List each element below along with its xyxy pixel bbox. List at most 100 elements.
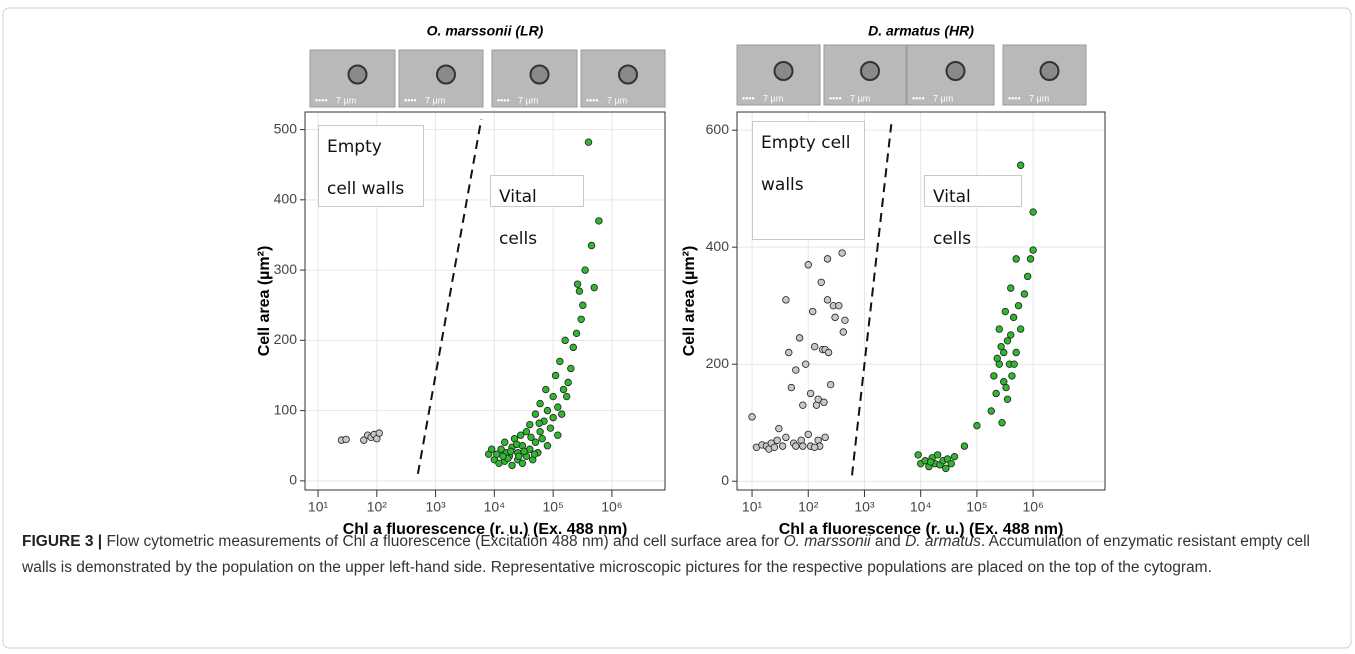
data-point: [1029, 246, 1037, 254]
gate-line: [416, 118, 483, 475]
data-point: [801, 360, 810, 368]
data-point: [536, 399, 544, 408]
data-point: [823, 296, 832, 304]
data-point: [770, 443, 779, 451]
data-point: [1014, 301, 1023, 310]
data-point: [501, 438, 509, 446]
x-tick-label: 10⁵: [542, 499, 563, 515]
chart-title: D. armatus (HR): [868, 23, 974, 39]
figure-frame: [2, 7, 1352, 649]
data-point: [515, 452, 523, 460]
data-point: [527, 433, 535, 442]
data-point: [1009, 313, 1018, 322]
y-tick-label: 400: [274, 191, 298, 207]
caption-text: O. marssonii: [783, 533, 871, 550]
annotation: Empty cell walls: [318, 125, 424, 207]
scale-label: 7 µm: [518, 95, 538, 105]
x-tick-label: 10¹: [742, 499, 763, 515]
plot-border: [304, 111, 666, 491]
data-point: [823, 255, 832, 263]
data-point: [993, 354, 1001, 363]
annotation: Empty cell walls: [752, 121, 865, 240]
scale-label: 7 µm: [763, 93, 783, 103]
cell-image: [436, 64, 456, 85]
cell-image: [945, 61, 966, 81]
data-point: [998, 419, 1006, 427]
data-point: [799, 442, 807, 450]
data-point: [546, 424, 555, 432]
data-point: [792, 442, 800, 450]
data-point: [1002, 383, 1010, 392]
x-tick-label: 10¹: [308, 499, 329, 515]
data-point: [531, 438, 540, 446]
data-point: [841, 316, 849, 325]
scale-label: 7 µm: [933, 93, 953, 103]
x-tick-label: 10³: [854, 499, 875, 515]
data-point: [575, 287, 584, 295]
data-point: [518, 459, 527, 468]
data-point: [748, 413, 756, 421]
data-point: [542, 385, 550, 394]
data-point: [821, 433, 829, 442]
annotation: Vital cells: [490, 175, 584, 249]
data-point: [987, 407, 995, 415]
y-tick-label: 300: [274, 261, 298, 277]
caption-text: . Accumulation of enzymatic resistant em…: [22, 533, 1310, 576]
data-point: [942, 464, 950, 473]
data-point: [1012, 255, 1020, 263]
data-point: [960, 442, 969, 450]
data-point: [577, 315, 585, 323]
x-tick-label: 10³: [425, 499, 446, 515]
data-point: [820, 398, 828, 406]
data-point: [579, 301, 587, 309]
plot-border: [736, 111, 1106, 491]
data-point: [1001, 307, 1009, 316]
data-point: [1016, 161, 1025, 169]
data-point: [804, 261, 812, 269]
cell-image: [860, 61, 880, 81]
scale-label: 7 µm: [1029, 93, 1049, 103]
data-point: [561, 336, 569, 345]
caption-text: Flow cytometric measurements of Chl: [102, 533, 371, 550]
y-axis-label: Cell area (µm²): [256, 246, 273, 357]
data-point: [810, 443, 819, 451]
data-point: [1008, 372, 1016, 380]
data-point: [531, 410, 540, 418]
data-point: [824, 348, 833, 357]
data-point: [1023, 272, 1032, 281]
data-point: [995, 325, 1003, 333]
data-point: [1029, 208, 1037, 216]
data-point: [573, 280, 582, 288]
data-point: [554, 431, 562, 439]
data-point: [1007, 331, 1015, 339]
data-point: [567, 364, 575, 373]
data-point: [792, 366, 800, 374]
data-point: [782, 433, 790, 442]
x-tick-label: 10⁶: [1022, 499, 1043, 515]
data-point: [950, 452, 959, 461]
data-point: [558, 410, 566, 418]
y-tick-label: 200: [706, 355, 730, 371]
data-point: [564, 378, 572, 387]
data-point: [360, 436, 368, 444]
data-point: [538, 435, 546, 443]
data-point: [1003, 337, 1012, 345]
data-point: [799, 401, 807, 409]
annotation: Vital cells: [924, 175, 1022, 249]
data-point: [549, 392, 557, 401]
y-tick-label: 600: [706, 121, 730, 137]
cell-image: [529, 64, 550, 85]
data-point: [826, 380, 835, 389]
data-point: [778, 442, 787, 450]
data-point: [817, 278, 825, 286]
y-axis-label: Cell area (µm²): [681, 246, 698, 357]
x-tick-label: 10⁶: [601, 499, 622, 515]
data-point: [549, 413, 557, 422]
data-point: [508, 461, 516, 470]
data-point: [590, 283, 598, 292]
data-point: [559, 385, 568, 394]
data-point: [513, 440, 521, 449]
scale-label: 7 µm: [607, 95, 627, 105]
x-tick-label: 10²: [798, 499, 819, 515]
data-point: [809, 307, 817, 316]
